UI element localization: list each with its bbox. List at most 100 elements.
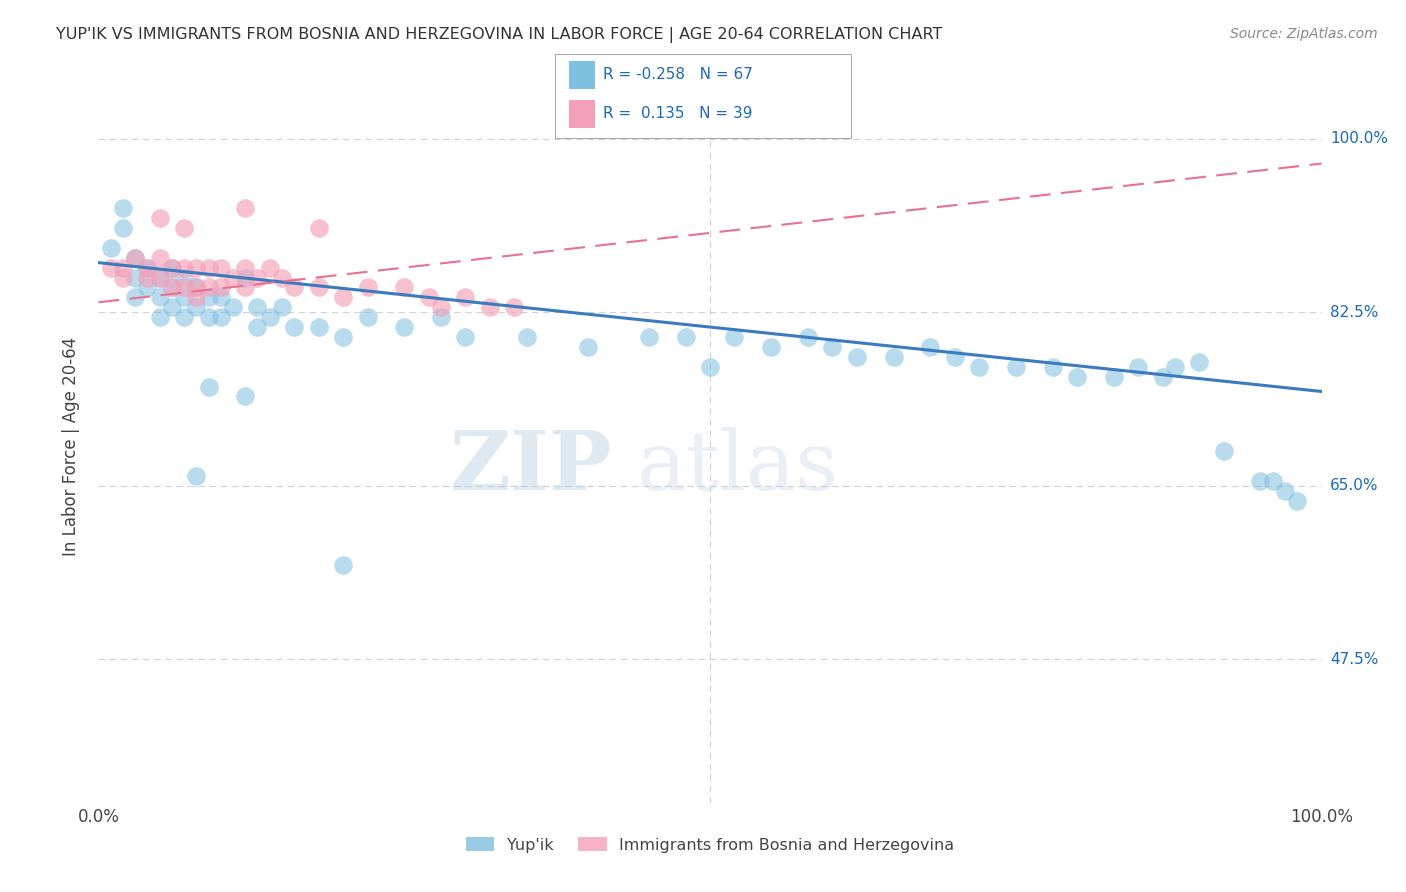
Point: [821, 340, 844, 354]
Text: 82.5%: 82.5%: [1330, 305, 1378, 319]
Point: [173, 260, 195, 275]
Point: [149, 270, 172, 285]
Point: [454, 290, 477, 304]
Point: [454, 330, 477, 344]
Point: [332, 330, 354, 344]
Point: [149, 290, 172, 304]
Point: [699, 359, 721, 374]
Point: [1128, 359, 1150, 374]
Point: [209, 280, 232, 294]
Legend: Yup'ik, Immigrants from Bosnia and Herzegovina: Yup'ik, Immigrants from Bosnia and Herze…: [460, 830, 960, 859]
Point: [883, 350, 905, 364]
Point: [173, 280, 195, 294]
Point: [209, 290, 232, 304]
Point: [356, 310, 378, 325]
Point: [100, 260, 122, 275]
Point: [233, 201, 256, 215]
Point: [1152, 369, 1174, 384]
Point: [1261, 474, 1284, 488]
Point: [173, 310, 195, 325]
Point: [797, 330, 820, 344]
Point: [418, 290, 440, 304]
Point: [967, 359, 990, 374]
Point: [124, 290, 146, 304]
Text: YUP'IK VS IMMIGRANTS FROM BOSNIA AND HERZEGOVINA IN LABOR FORCE | AGE 20-64 CORR: YUP'IK VS IMMIGRANTS FROM BOSNIA AND HER…: [56, 27, 942, 43]
Point: [186, 468, 208, 483]
Point: [845, 350, 868, 364]
Point: [430, 300, 453, 314]
Point: [173, 290, 195, 304]
Point: [503, 300, 526, 314]
Point: [1274, 483, 1296, 498]
Point: [332, 558, 354, 572]
Point: [332, 290, 354, 304]
Point: [222, 270, 245, 285]
Point: [259, 260, 281, 275]
Point: [149, 251, 172, 265]
Point: [1212, 444, 1234, 458]
Point: [576, 340, 599, 354]
Point: [1164, 359, 1187, 374]
Point: [259, 310, 281, 325]
Text: ZIP: ZIP: [450, 427, 612, 508]
Point: [356, 280, 378, 294]
Point: [124, 251, 146, 265]
Point: [197, 310, 219, 325]
Point: [111, 201, 134, 215]
Point: [283, 280, 305, 294]
Point: [430, 310, 453, 325]
Point: [478, 300, 501, 314]
Point: [111, 260, 134, 275]
Point: [173, 221, 195, 235]
Point: [270, 270, 294, 285]
Text: 47.5%: 47.5%: [1330, 651, 1378, 666]
Point: [222, 300, 245, 314]
Point: [1249, 474, 1271, 488]
Point: [186, 290, 208, 304]
Point: [1042, 359, 1064, 374]
Point: [209, 260, 232, 275]
Point: [637, 330, 661, 344]
Point: [136, 260, 159, 275]
Point: [515, 330, 537, 344]
Point: [270, 300, 294, 314]
Point: [173, 270, 195, 285]
Point: [1102, 369, 1125, 384]
Text: atlas: atlas: [637, 427, 839, 508]
Point: [392, 320, 416, 334]
Text: R = -0.258   N = 67: R = -0.258 N = 67: [603, 67, 754, 82]
Point: [308, 280, 330, 294]
Point: [149, 211, 172, 225]
Point: [1286, 493, 1309, 508]
Point: [160, 280, 183, 294]
Text: 100.0%: 100.0%: [1330, 131, 1388, 146]
Point: [160, 300, 183, 314]
Point: [675, 330, 697, 344]
Point: [920, 340, 942, 354]
Point: [233, 260, 256, 275]
Point: [160, 260, 183, 275]
Point: [233, 280, 256, 294]
Point: [160, 260, 183, 275]
Point: [111, 221, 134, 235]
Point: [149, 270, 172, 285]
Point: [308, 320, 330, 334]
Text: R =  0.135   N = 39: R = 0.135 N = 39: [603, 106, 752, 121]
Point: [246, 270, 269, 285]
Point: [100, 241, 122, 255]
Point: [392, 280, 416, 294]
Point: [186, 300, 208, 314]
Point: [283, 320, 305, 334]
Point: [1066, 369, 1088, 384]
Point: [246, 300, 269, 314]
Point: [186, 280, 208, 294]
Y-axis label: In Labor Force | Age 20-64: In Labor Force | Age 20-64: [62, 336, 80, 556]
Point: [308, 221, 330, 235]
Point: [197, 280, 219, 294]
Point: [136, 270, 159, 285]
Point: [124, 251, 146, 265]
Point: [1004, 359, 1026, 374]
Point: [761, 340, 783, 354]
Point: [1188, 355, 1211, 369]
Point: [160, 280, 183, 294]
